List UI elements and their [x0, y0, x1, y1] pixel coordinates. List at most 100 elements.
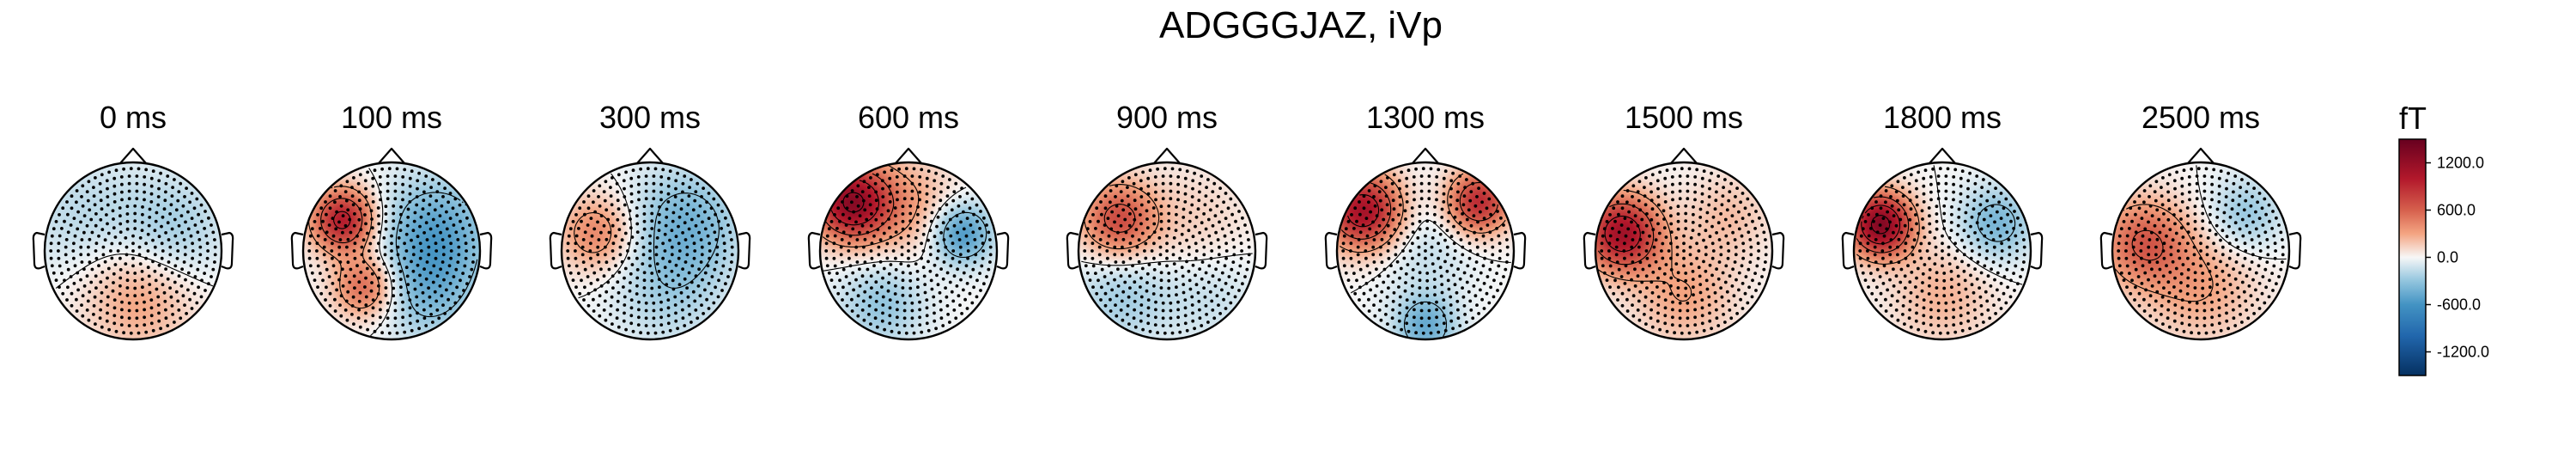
sensor-dot — [1973, 267, 1978, 271]
sensor-dot — [1884, 200, 1887, 205]
sensor-dot — [384, 219, 388, 223]
sensor-dot — [1204, 194, 1208, 198]
sensor-dot — [852, 210, 855, 214]
sensor-dot — [405, 274, 410, 278]
sensor-dot — [827, 271, 831, 275]
sensor-dot — [170, 194, 174, 198]
sensor-dot — [2150, 267, 2154, 272]
sensor-dot — [1741, 307, 1745, 310]
sensor-dot — [580, 278, 583, 283]
sensor-dot — [2178, 241, 2182, 246]
sensor-dot — [1467, 208, 1471, 212]
sensor-dot — [1960, 169, 1965, 174]
sensor-dot — [182, 260, 186, 264]
sensor-dot — [1209, 241, 1213, 246]
sensor-dot — [617, 290, 621, 295]
sensor-dot — [1928, 284, 1931, 288]
sensor-dot — [1411, 276, 1415, 280]
sensor-dot — [1115, 294, 1119, 298]
sensor-dot — [1693, 300, 1697, 304]
sensor-dot — [712, 301, 716, 305]
sensor-dot — [75, 189, 79, 192]
sensor-dot — [867, 194, 872, 198]
sensor-dot — [1636, 190, 1640, 194]
sensor-dot — [1885, 227, 1889, 231]
sensor-dot — [1678, 308, 1682, 313]
sensor-dot — [1914, 179, 1918, 183]
sensor-dot — [1183, 321, 1188, 326]
sensor-dot — [1980, 313, 1984, 316]
sensor-dot — [422, 267, 426, 271]
sensor-dot — [2142, 189, 2147, 192]
sensor-dot — [1223, 264, 1227, 268]
sensor-dot — [599, 214, 604, 218]
sensor-dot — [958, 303, 962, 307]
sensor-dot — [1218, 278, 1221, 282]
sensor-dot — [73, 264, 77, 268]
sensor-dot — [723, 249, 726, 253]
sensor-dot — [135, 301, 139, 305]
sensor-dot — [639, 331, 642, 335]
sensor-dot — [1952, 315, 1956, 320]
sensor-dot — [896, 308, 899, 312]
sensor-dot — [1139, 222, 1143, 226]
sensor-dot — [2212, 168, 2216, 172]
sensor-dot — [1880, 249, 1885, 253]
sensor-dot — [79, 220, 82, 224]
sensor-dot — [1643, 304, 1647, 308]
topomap-contours — [1856, 165, 2023, 285]
sensor-dot — [639, 167, 642, 171]
topomap-7: 1800 ms — [1841, 100, 2044, 341]
sensor-dot — [341, 267, 344, 272]
sensor-dot — [644, 308, 648, 313]
sensor-dot — [615, 181, 619, 186]
sensor-dot — [1911, 253, 1915, 257]
sensor-dot — [315, 241, 319, 246]
sensor-dot — [1226, 291, 1230, 296]
sensor-dot — [1398, 222, 1401, 226]
sensor-dot — [197, 260, 202, 264]
sensor-dot — [1417, 245, 1421, 249]
sensor-dot — [1480, 297, 1484, 302]
figure-title: ADGGGJAZ, iVp — [1159, 4, 1443, 46]
sensor-dot — [64, 253, 68, 257]
sensor-dot — [1440, 207, 1444, 211]
sensor-dot — [308, 234, 313, 238]
sensor-dot — [1103, 194, 1108, 198]
sensor-dot — [642, 286, 647, 290]
sensor-dot — [166, 324, 170, 327]
sensor-dot — [1748, 260, 1753, 264]
sensor-dot — [337, 253, 342, 257]
sensor-dot — [190, 307, 194, 310]
sensor-dot — [1908, 299, 1912, 303]
sensor-dot — [2117, 234, 2122, 238]
topomap-3: 600 ms — [807, 100, 1010, 341]
sensor-dot — [151, 169, 155, 174]
sensor-dot — [371, 314, 375, 318]
sensor-dot — [148, 207, 152, 211]
sensor-dot — [980, 234, 984, 238]
sensor-dot — [2188, 315, 2191, 320]
sensor-dot — [2008, 253, 2012, 257]
sensor-dot — [728, 230, 732, 235]
sensor-dot — [1650, 325, 1655, 329]
sensor-dot — [650, 211, 654, 216]
sensor-dot — [589, 217, 593, 220]
sensor-dot — [1707, 295, 1711, 299]
sensor-dot — [1978, 286, 1982, 290]
sensor-dot — [1475, 195, 1479, 198]
sensor-dot — [200, 278, 204, 283]
sensor-dot — [454, 230, 459, 235]
sensor-dot — [658, 293, 661, 296]
sensor-dot — [386, 189, 390, 193]
sensor-dot — [1442, 314, 1446, 318]
sensor-dot — [1485, 223, 1490, 227]
sensor-dot — [668, 328, 672, 333]
sensor-dot — [1638, 260, 1643, 265]
sensor-dot — [1630, 220, 1633, 224]
sensor-dot — [2221, 219, 2226, 223]
sensor-dot — [352, 322, 355, 326]
sensor-dot — [650, 294, 654, 298]
sensor-dot — [1644, 274, 1649, 278]
sensor-dot — [1993, 220, 1996, 224]
